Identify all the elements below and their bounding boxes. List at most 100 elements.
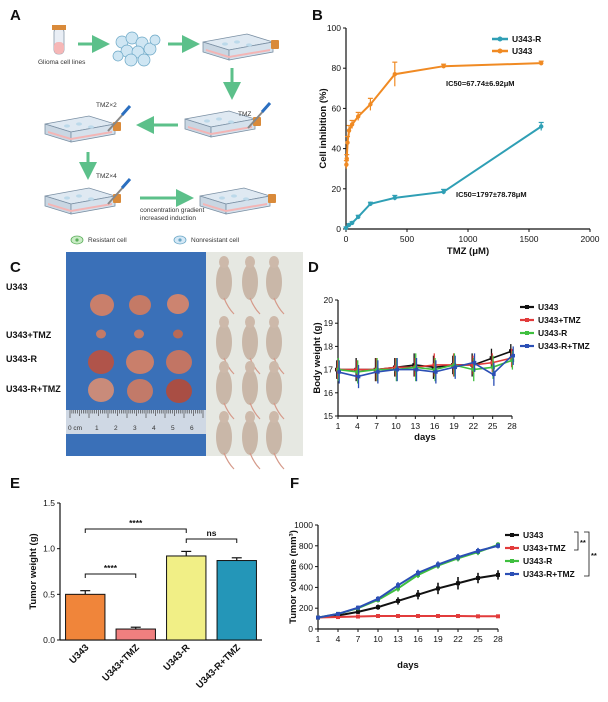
- y-tick-label: 0.0: [43, 635, 55, 645]
- mouse-head: [245, 361, 255, 373]
- data-point: [393, 365, 398, 370]
- data-point: [375, 367, 379, 372]
- ruler-number-5: 5: [171, 425, 175, 432]
- panel-f: F 1 4 7 10 13 16 19 22 25 28 0 200 400 600 800 1000 days…: [288, 475, 597, 671]
- mouse-head: [269, 316, 279, 328]
- series-line-U343-R: [345, 125, 542, 229]
- data-point: [431, 365, 436, 370]
- tumor-u343-3: [167, 294, 189, 314]
- data-point: [343, 225, 349, 231]
- data-point: [491, 365, 495, 370]
- tmz-caption: TMZ: [238, 111, 251, 118]
- gradient-caption-line1: concentration gradient: [140, 207, 205, 214]
- tumor-u343-tmz-2: [134, 329, 144, 339]
- ruler: 0 cm 1 2 3 4 5 6: [66, 410, 206, 434]
- y-tick-label: 18: [324, 341, 334, 351]
- ruler-number-2: 2: [114, 425, 118, 432]
- y-tick-label: 100: [327, 23, 341, 33]
- mouse-body: [266, 324, 282, 360]
- data-point: [413, 365, 418, 370]
- data-point: [316, 615, 320, 620]
- y-tick-label: 0: [308, 624, 313, 634]
- data-point: [436, 586, 440, 591]
- tumor-specimens: [88, 294, 192, 403]
- data-point: [456, 555, 460, 560]
- bar-U343: [65, 593, 106, 641]
- data-point: [471, 363, 475, 367]
- mouse-body: [266, 419, 282, 455]
- x-tick-label: 13: [393, 634, 403, 644]
- legend-label: U343-R+TMZ: [523, 569, 575, 579]
- chart-f: 1 4 7 10 13 16 19 22 25 28 0 200 400 600 800 1000 days Tu…: [288, 520, 597, 671]
- ruler-number-4: 4: [152, 425, 156, 432]
- data-point: [344, 162, 349, 167]
- y-tick-label: 15: [324, 411, 334, 421]
- ruler-unit-label: 0 cm: [68, 425, 82, 432]
- data-point: [452, 363, 457, 367]
- row-label-3: U343-R+TMZ: [6, 384, 61, 394]
- data-point: [376, 614, 380, 618]
- series-line-U343+TMZ: [338, 357, 513, 371]
- mouse-head: [245, 411, 255, 423]
- flask-1-icon: [202, 33, 280, 61]
- tumor-u343-r-1: [88, 350, 114, 374]
- mouse-head: [219, 256, 229, 268]
- glioma-cell-lines-caption: Glioma cell lines: [38, 59, 86, 66]
- series-line-U343-R+TMZ: [317, 544, 499, 619]
- data-point: [510, 358, 515, 363]
- y-axis-title: Cell inhibition (%): [318, 88, 329, 168]
- mouse-tail: [249, 452, 261, 470]
- series-line-U343: [345, 62, 542, 165]
- data-point: [476, 549, 480, 553]
- data-point: [355, 367, 359, 372]
- panel-a-label: A: [10, 7, 21, 24]
- mouse-body: [242, 264, 258, 300]
- mouse-body: [242, 419, 258, 455]
- x-tick-label: 10: [373, 634, 383, 644]
- mouse-head: [269, 256, 279, 268]
- legend-marker: [510, 533, 514, 537]
- data-point: [472, 360, 477, 365]
- mouse-head: [269, 361, 279, 373]
- y-tick-label: 16: [324, 388, 334, 398]
- data-point: [511, 353, 515, 358]
- y-tick-label: 1000: [294, 520, 313, 530]
- tumor-u343-1: [90, 294, 114, 316]
- data-point: [416, 614, 420, 618]
- y-tick-label: 1.5: [43, 498, 55, 508]
- mouse-tail: [273, 297, 285, 315]
- legend-label: U343-R: [523, 556, 552, 566]
- y-tick-label: 800: [299, 541, 313, 551]
- chart-b: 0 500 1000 1500 2000 0 20 40 60 80 100 TMZ (μM) Cell…: [318, 23, 600, 257]
- data-point: [496, 614, 500, 619]
- data-point: [433, 367, 437, 372]
- data-point: [453, 365, 457, 370]
- tumor-u343-tmz-1: [96, 329, 106, 339]
- data-point: [356, 609, 360, 614]
- legend-label: U343-R: [538, 328, 567, 338]
- mouse-body: [266, 264, 282, 300]
- data-point: [471, 367, 476, 372]
- significance-label: ****: [104, 563, 118, 573]
- gradient-caption-line2: increased induction: [140, 215, 196, 222]
- mouse-tail: [223, 297, 235, 315]
- legend-label: U343+TMZ: [523, 543, 566, 553]
- cell-cluster-icon: [112, 31, 161, 67]
- data-point: [396, 583, 400, 588]
- data-point: [414, 367, 419, 372]
- data-point: [349, 122, 355, 127]
- data-point: [496, 572, 500, 577]
- mouse-body: [242, 324, 258, 360]
- pipette-3-icon: [107, 178, 132, 205]
- x-tick-label: 1: [316, 634, 321, 644]
- significance-label: ns: [207, 528, 217, 538]
- tmz-x4-caption: TMZ×4: [96, 173, 117, 180]
- data-point: [416, 570, 420, 575]
- mouse-tail: [223, 452, 235, 470]
- panel-c-label: C: [10, 259, 21, 276]
- legend-marker: [525, 305, 529, 309]
- category-label: U343-R+TMZ: [194, 642, 243, 691]
- significance-label: **: [580, 538, 586, 547]
- y-axis-title: Body weight (g): [312, 322, 323, 393]
- y-tick-label: 0.5: [43, 589, 55, 599]
